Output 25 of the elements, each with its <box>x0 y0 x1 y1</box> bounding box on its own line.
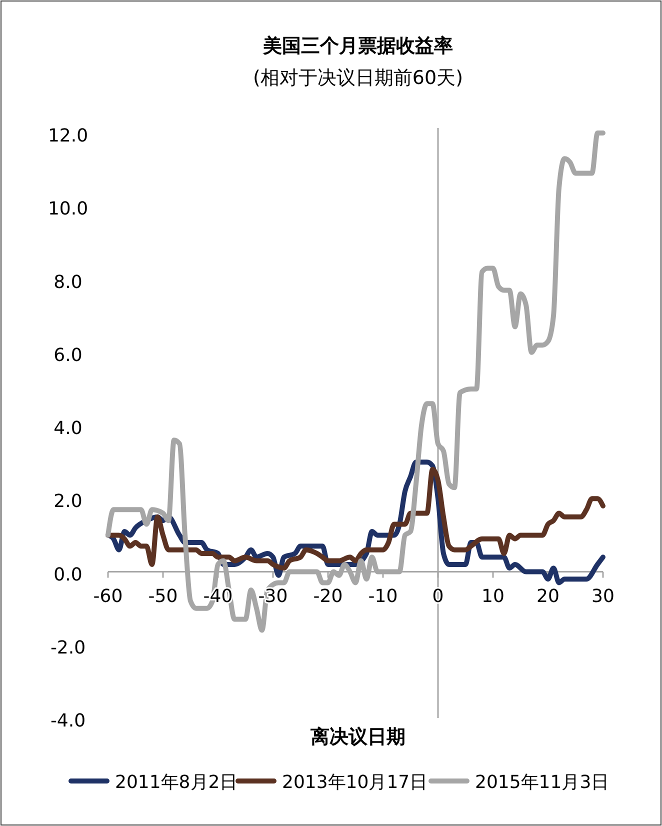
x-tick-label: -50 <box>148 586 178 607</box>
x-tick-label: -10 <box>368 586 398 607</box>
y-tick-label: 8.0 <box>54 272 82 293</box>
y-tick-label: -4.0 <box>50 710 86 732</box>
y-tick-label: 2.0 <box>54 491 82 512</box>
y-tick-label: 0.0 <box>54 564 82 586</box>
x-tick-label: 10 <box>482 586 504 607</box>
x-tick-label: 30 <box>592 586 614 607</box>
legend-label: 2011年8月2日 <box>115 772 238 793</box>
y-tick-label: 6.0 <box>54 344 82 366</box>
chart-subtitle: (相对于决议日期前60天) <box>252 67 464 89</box>
x-tick-label: 20 <box>536 586 560 607</box>
chart-title: 美国三个月票据收益率 <box>262 35 453 57</box>
y-tick-label: 12.0 <box>48 126 88 146</box>
x-axis-title: 离决议日期 <box>310 726 406 748</box>
x-tick-label: 0 <box>432 586 444 607</box>
x-tick-label: -30 <box>258 586 288 607</box>
legend-label: 2015年11月3日 <box>475 772 610 793</box>
y-tick-label: 4.0 <box>54 418 82 439</box>
x-tick-label: -40 <box>203 586 233 607</box>
y-tick-label: -2.0 <box>50 637 86 658</box>
y-tick-label: 10.0 <box>48 198 88 220</box>
x-tick-label: -60 <box>93 586 123 607</box>
legend-label: 2013年10月17日 <box>282 772 428 793</box>
x-tick-label: -20 <box>313 586 343 607</box>
